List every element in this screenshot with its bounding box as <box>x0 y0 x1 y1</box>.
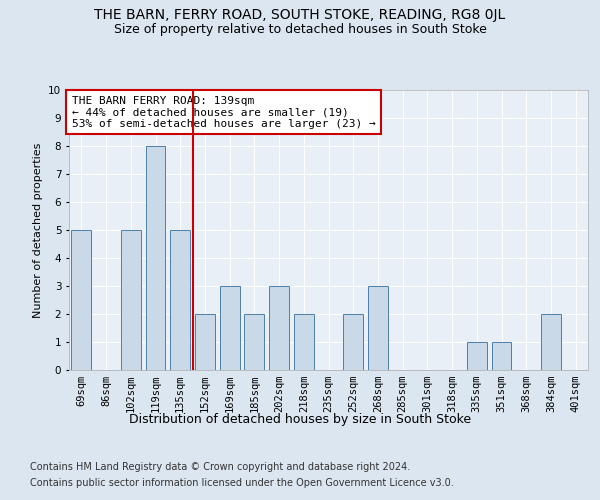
Text: Contains HM Land Registry data © Crown copyright and database right 2024.: Contains HM Land Registry data © Crown c… <box>30 462 410 472</box>
Bar <box>541 314 561 370</box>
Bar <box>244 314 264 370</box>
Bar <box>343 314 363 370</box>
Text: Contains public sector information licensed under the Open Government Licence v3: Contains public sector information licen… <box>30 478 454 488</box>
Text: Distribution of detached houses by size in South Stoke: Distribution of detached houses by size … <box>129 412 471 426</box>
Bar <box>170 230 190 370</box>
Text: THE BARN FERRY ROAD: 139sqm
← 44% of detached houses are smaller (19)
53% of sem: THE BARN FERRY ROAD: 139sqm ← 44% of det… <box>71 96 376 129</box>
Bar <box>467 342 487 370</box>
Bar <box>195 314 215 370</box>
Bar <box>220 286 239 370</box>
Bar <box>146 146 166 370</box>
Bar <box>294 314 314 370</box>
Bar <box>269 286 289 370</box>
Text: Size of property relative to detached houses in South Stoke: Size of property relative to detached ho… <box>113 22 487 36</box>
Bar <box>71 230 91 370</box>
Y-axis label: Number of detached properties: Number of detached properties <box>32 142 43 318</box>
Bar <box>368 286 388 370</box>
Text: THE BARN, FERRY ROAD, SOUTH STOKE, READING, RG8 0JL: THE BARN, FERRY ROAD, SOUTH STOKE, READI… <box>94 8 506 22</box>
Bar <box>121 230 140 370</box>
Bar <box>491 342 511 370</box>
